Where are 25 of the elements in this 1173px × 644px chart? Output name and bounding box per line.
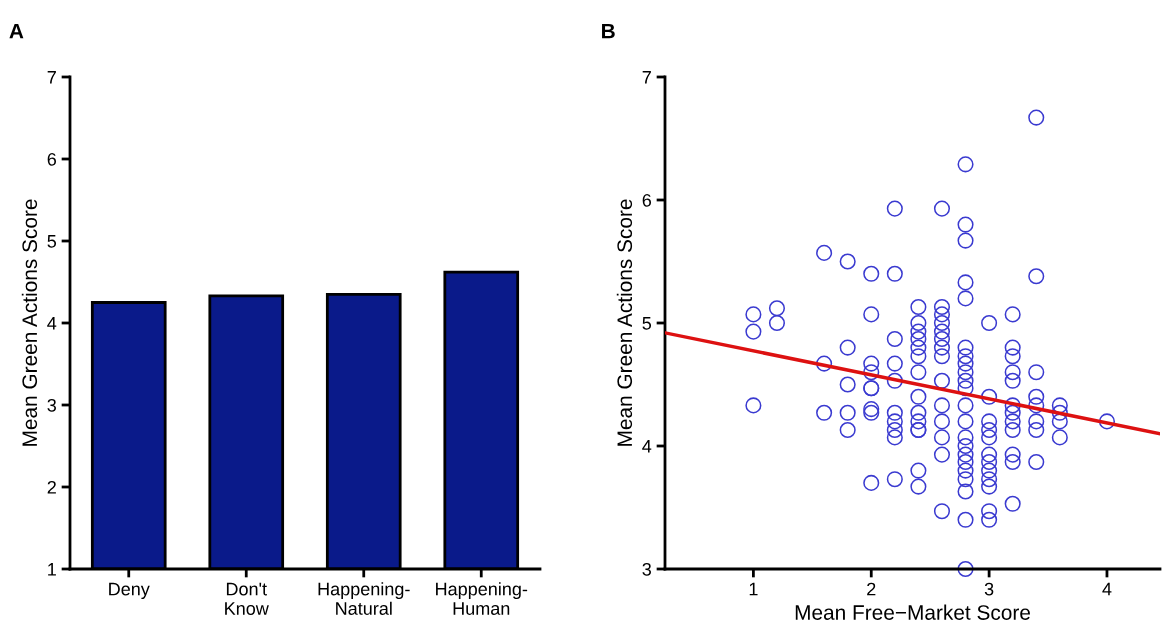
x-tick-label: 3 [984, 582, 994, 596]
y-tick-label: 4 [47, 317, 57, 330]
x-tick-label: Happening- Natural [318, 582, 410, 615]
x-tick-label: 1 [749, 582, 758, 596]
y-tick-label: 7 [47, 71, 56, 84]
x-axis-title: Mean Free−Market Score [795, 604, 1030, 620]
chart-title: B [602, 23, 615, 39]
y-tick-label: 4 [642, 440, 652, 453]
y-tick-label: 6 [642, 193, 652, 207]
y-tick-label: 5 [642, 317, 652, 330]
y-tick-label: 3 [47, 398, 57, 412]
y-tick-label: 1 [48, 563, 56, 576]
y-tick-label: 6 [47, 152, 57, 166]
x-tick-label: Happening- Human [436, 582, 528, 615]
x-tick-label: 4 [1102, 582, 1112, 596]
y-tick-label: 2 [47, 480, 56, 494]
chart-title: A [9, 23, 24, 39]
y-tick-label: 5 [47, 235, 57, 248]
y-tick-label: 7 [642, 71, 651, 84]
x-tick-label: 2 [867, 582, 876, 596]
y-tick-label: 3 [642, 562, 652, 576]
x-tick-label: Don't Know [225, 582, 269, 615]
y-axis-title: Mean Green Actions Score [616, 199, 633, 446]
x-tick-label: Deny [109, 582, 150, 600]
y-axis-title: Mean Green Actions Score [21, 199, 38, 446]
